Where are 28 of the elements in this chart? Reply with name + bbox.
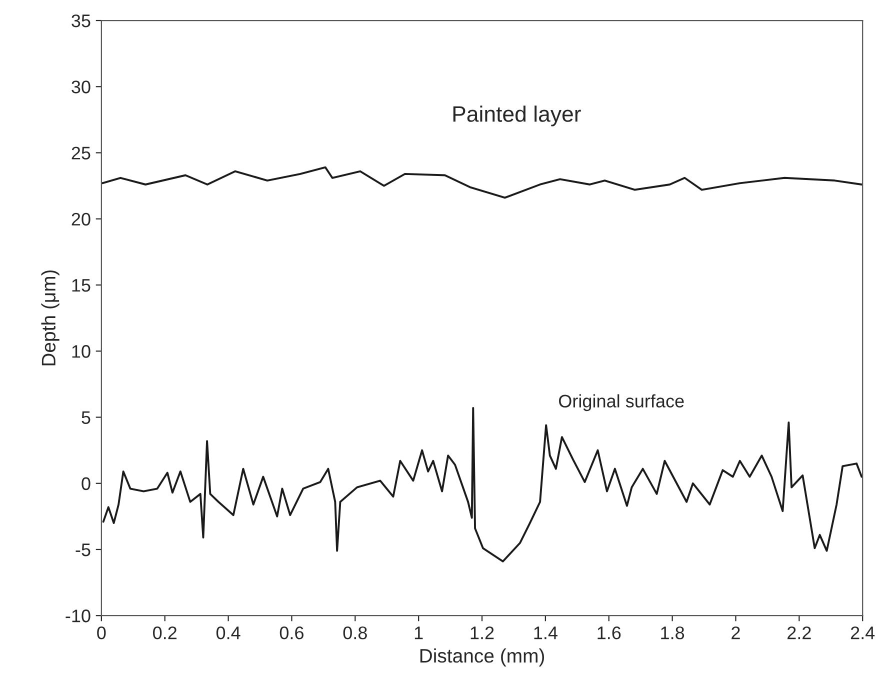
y-tick-label: 30	[72, 80, 90, 94]
y-tick-label: 0	[82, 477, 90, 490]
annotation: Painted layer	[453, 106, 581, 126]
x-tick-label: 1.6	[598, 626, 621, 640]
x-tick-label: 1.2	[470, 626, 494, 640]
x-tick-label: 0	[97, 626, 106, 640]
y-tick-label: 5	[82, 411, 90, 424]
x-tick-label: 0.8	[343, 626, 367, 640]
x-tick-label: 0.4	[216, 626, 240, 640]
y-tick-label: 15	[72, 279, 90, 292]
x-tick-label: 1.4	[534, 626, 558, 640]
x-tick-label: 1	[414, 626, 423, 640]
x-tick-label: 2.2	[788, 626, 811, 640]
y-tick-label: 10	[72, 345, 90, 358]
annotation: Original surface	[558, 394, 684, 412]
y-tick-label: -5	[76, 544, 90, 556]
y-axis-title: Depth (μm)	[41, 270, 60, 366]
y-tick-label: -10	[66, 610, 90, 622]
x-axis-title: Distance (mm)	[420, 648, 544, 667]
y-tick-label: 25	[72, 146, 90, 160]
x-tick-label: 0.2	[153, 626, 177, 640]
x-tick-label: 1.8	[661, 626, 684, 640]
y-tick-label: 20	[72, 212, 90, 226]
x-tick-label: 0.6	[280, 626, 304, 640]
x-tick-label: 2	[732, 626, 740, 640]
x-tick-label: 2.4	[850, 626, 875, 640]
y-tick-label: 35	[72, 14, 90, 28]
line-series	[101, 166, 863, 199]
